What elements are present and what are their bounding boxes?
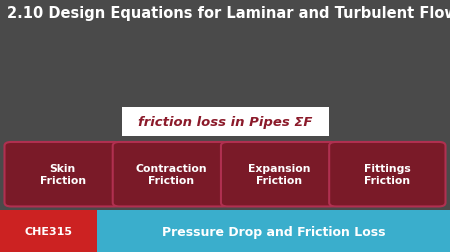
FancyBboxPatch shape: [221, 142, 338, 207]
Text: friction loss in Pipes ΣF: friction loss in Pipes ΣF: [138, 115, 312, 128]
FancyBboxPatch shape: [0, 210, 97, 252]
Text: CHE315: CHE315: [24, 226, 72, 236]
Text: Contraction
Friction: Contraction Friction: [135, 163, 207, 186]
FancyBboxPatch shape: [4, 142, 121, 207]
Text: Skin
Friction: Skin Friction: [40, 163, 86, 186]
Text: Pressure Drop and Friction Loss: Pressure Drop and Friction Loss: [162, 225, 385, 238]
Text: Fittings
Friction: Fittings Friction: [364, 163, 411, 186]
FancyBboxPatch shape: [0, 210, 450, 252]
FancyBboxPatch shape: [329, 142, 446, 207]
FancyBboxPatch shape: [122, 107, 328, 136]
FancyBboxPatch shape: [112, 142, 229, 207]
Text: Expansion
Friction: Expansion Friction: [248, 163, 310, 186]
Text: 2.10 Design Equations for Laminar and Turbulent Flow in Pipes: 2.10 Design Equations for Laminar and Tu…: [7, 6, 450, 21]
